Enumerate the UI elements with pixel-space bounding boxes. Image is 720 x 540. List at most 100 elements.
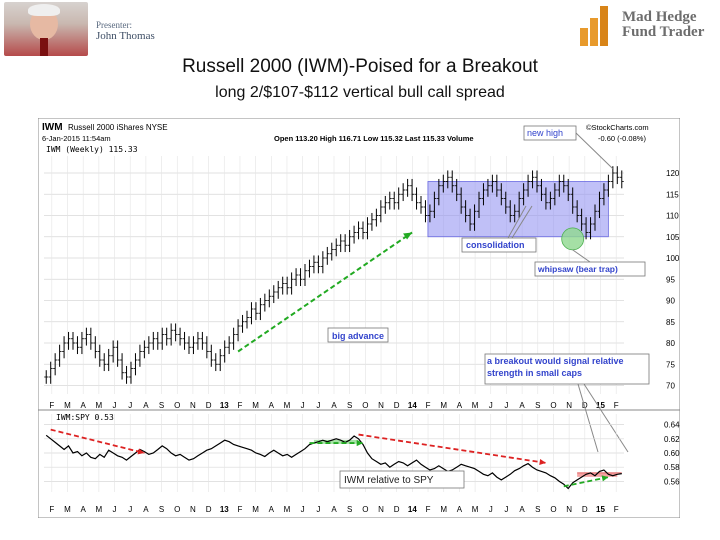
- ratio-flat-arrow-head: [356, 440, 363, 447]
- chart-exchange-label: Russell 2000 iShares NYSE: [68, 123, 168, 132]
- ratio-x-tick-label: A: [269, 505, 275, 514]
- annotation-big-advance: big advance: [327, 327, 389, 343]
- slide-subtitle: long 2/$107-$112 vertical bull call spre…: [215, 84, 505, 101]
- chart-source-label: ©StockCharts.com: [586, 123, 649, 132]
- ratio-x-tick-label: J: [489, 505, 493, 514]
- logo-text: Mad Hedge Fund Trader: [622, 10, 704, 40]
- price-x-tick-label: M: [96, 401, 103, 410]
- annotation-whipsaw-text: whipsaw (bear trap): [537, 264, 618, 274]
- price-x-tick-label: O: [362, 401, 368, 410]
- price-x-tick-label: S: [535, 401, 540, 410]
- ratio-x-tick-label: J: [301, 505, 305, 514]
- ratio-x-tick-label: A: [81, 505, 87, 514]
- price-x-tick-label: 14: [408, 401, 417, 410]
- annotation-relative-text: IWM relative to SPY: [344, 475, 434, 486]
- price-x-tick-label: A: [519, 401, 525, 410]
- price-x-tick-label: A: [457, 401, 463, 410]
- price-x-tick-label: D: [206, 401, 212, 410]
- annotation-whipsaw: whipsaw (bear trap): [534, 261, 646, 277]
- ratio-series-line: [45, 434, 622, 490]
- annotation-relative: IWM relative to SPY: [339, 470, 465, 489]
- price-x-tick-label: J: [128, 401, 132, 410]
- price-x-tick-label: F: [614, 401, 619, 410]
- presenter-hair: [28, 4, 60, 16]
- price-tick-label: 105: [666, 233, 680, 242]
- price-x-tick-label: O: [174, 401, 180, 410]
- ratio-x-tick-label: N: [378, 505, 384, 514]
- ratio-tick-label: 0.62: [664, 435, 680, 444]
- annotation-breakout-text: a breakout would signal relative strengt…: [487, 356, 624, 378]
- price-tick-label: 80: [666, 339, 675, 348]
- price-x-tick-label: D: [394, 401, 400, 410]
- ratio-panel: 0.560.580.600.620.64F M A M J J A S O N D 13 F M A M J J A…: [38, 409, 680, 514]
- annotation-breakout: a breakout would signal relative strengt…: [484, 353, 650, 385]
- ratio-x-tick-label: M: [440, 505, 447, 514]
- ratio-x-tick-label: 15: [596, 505, 605, 514]
- price-x-tick-label: O: [550, 401, 556, 410]
- price-tick-label: 115: [666, 190, 679, 199]
- price-x-tick-label: N: [378, 401, 384, 410]
- whipsaw-circle: [561, 227, 585, 251]
- ratio-resistance-band: [577, 472, 618, 477]
- ratio-x-tick-label: F: [614, 505, 619, 514]
- ratio-x-tick-label: A: [519, 505, 525, 514]
- chart-date-label: 6-Jan-2015 11:54am: [42, 134, 111, 143]
- annotation-big-advance-text: big advance: [332, 331, 384, 341]
- presenter-tie: [40, 38, 48, 56]
- ratio-x-tick-label: D: [394, 505, 400, 514]
- slide-header: Presenter: John Thomas Mad Hedge Fund Tr…: [0, 0, 720, 56]
- ratio-x-tick-label: O: [174, 505, 180, 514]
- ratio-x-tick-label: S: [347, 505, 352, 514]
- price-x-tick-label: M: [472, 401, 479, 410]
- price-x-tick-label: J: [113, 401, 117, 410]
- ratio-x-tick-label: M: [64, 505, 71, 514]
- presenter-label: Presenter:: [96, 20, 132, 30]
- ratio-x-tick-label: D: [582, 505, 588, 514]
- price-tick-label: 70: [666, 382, 675, 391]
- ratio-x-tick-label: D: [206, 505, 212, 514]
- price-tick-label: 100: [666, 254, 680, 263]
- ratio-x-tick-label: J: [113, 505, 117, 514]
- ratio-x-tick-label: N: [190, 505, 196, 514]
- ratio-series-label: IWM:SPY 0.53: [56, 413, 114, 422]
- price-x-tick-label: J: [301, 401, 305, 410]
- ratio-tick-label: 0.60: [664, 449, 680, 458]
- logo-line-2: Fund Trader: [622, 24, 705, 40]
- ratio-x-tick-label: J: [128, 505, 132, 514]
- ratio-x-tick-label: M: [284, 505, 291, 514]
- price-x-tick-label: A: [143, 401, 149, 410]
- ratio-x-tick-label: S: [535, 505, 540, 514]
- ratio-x-tick-label: A: [331, 505, 337, 514]
- consolidation-pointer: [507, 205, 527, 239]
- ratio-x-tick-label: M: [252, 505, 259, 514]
- presenter-photo: [4, 2, 88, 56]
- ratio-x-tick-label: J: [504, 505, 508, 514]
- chart-ohlc-label: Open 113.20 High 116.71 Low 115.32 Last …: [274, 134, 474, 143]
- logo-bars-icon: [578, 2, 618, 46]
- ratio-x-tick-label: 14: [408, 505, 417, 514]
- chart-series-label: IWM (Weekly) 115.33: [46, 145, 138, 154]
- ratio-tick-label: 0.64: [664, 421, 680, 430]
- annotation-consolidation-text: consolidation: [466, 240, 525, 250]
- price-x-tick-label: A: [331, 401, 337, 410]
- new-high-pointer: [575, 132, 614, 170]
- breakout-pointer-2: [583, 383, 629, 453]
- price-tick-label: 95: [666, 275, 675, 284]
- price-x-tick-label: N: [190, 401, 196, 410]
- price-x-tick-label: S: [159, 401, 164, 410]
- presenter-name: John Thomas: [96, 30, 155, 42]
- slide-title: Russell 2000 (IWM)-Poised for a Breakout: [182, 56, 538, 77]
- ratio-x-tick-label: A: [457, 505, 463, 514]
- price-x-tick-label: A: [81, 401, 87, 410]
- price-x-tick-label: M: [64, 401, 71, 410]
- price-x-tick-label: A: [269, 401, 275, 410]
- ratio-x-tick-label: O: [362, 505, 368, 514]
- price-x-tick-label: F: [426, 401, 431, 410]
- price-x-tick-label: 13: [220, 401, 229, 410]
- ratio-x-tick-label: A: [143, 505, 149, 514]
- price-x-tick-label: M: [440, 401, 447, 410]
- ratio-support-band: [313, 439, 359, 444]
- breakout-pointer: [577, 383, 599, 453]
- chart-symbol: IWM: [42, 122, 63, 133]
- chart-background: [38, 118, 680, 518]
